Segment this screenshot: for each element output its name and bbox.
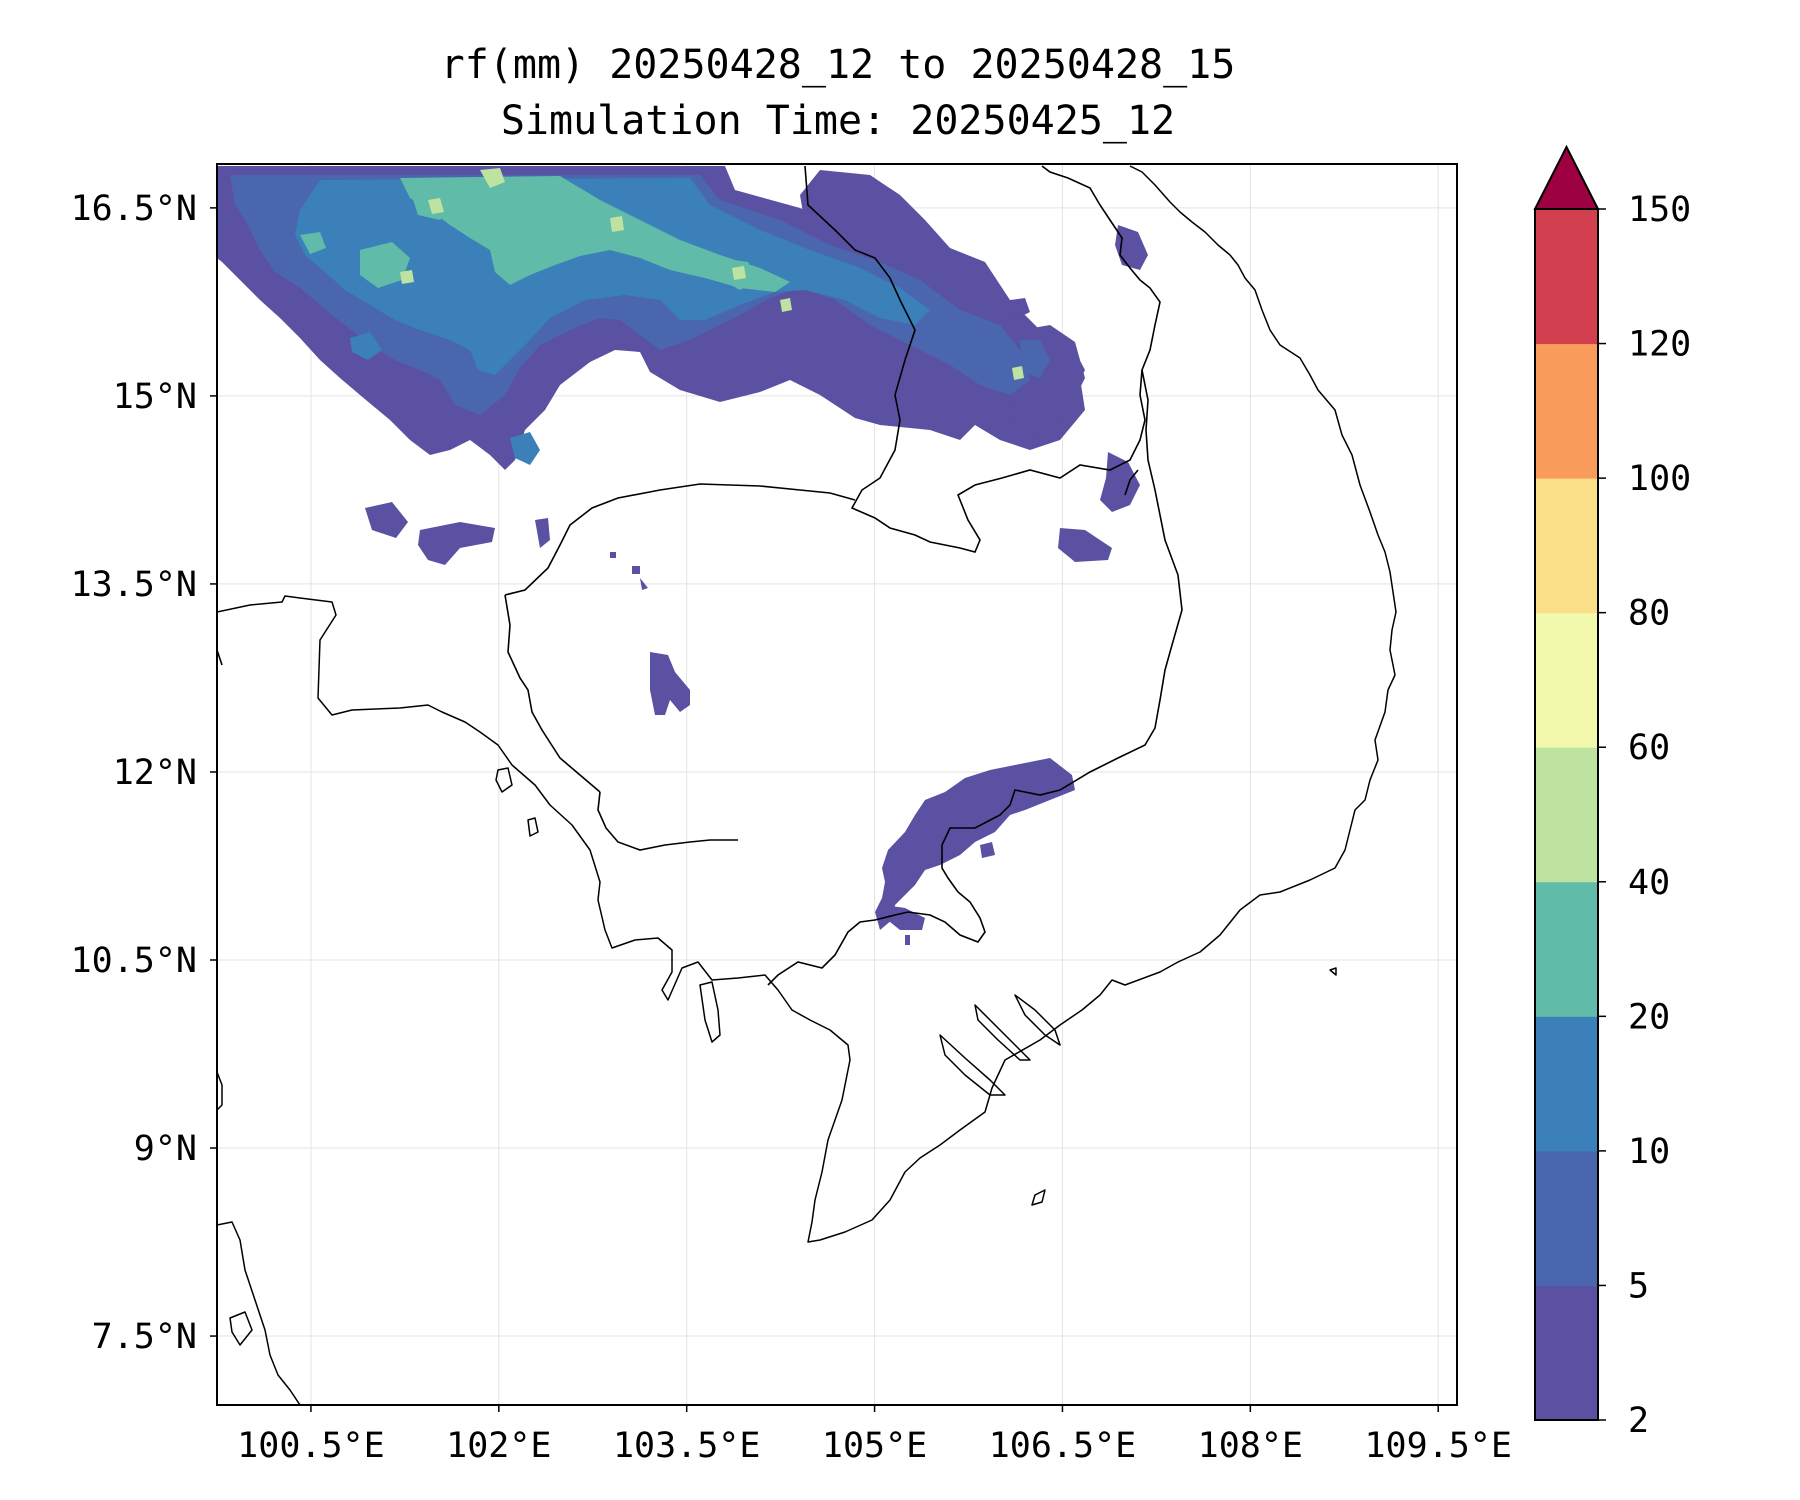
- lon-tick-label: 106.5°E: [989, 1426, 1137, 1466]
- colorbar-segment: [1535, 1150, 1598, 1286]
- colorbar-extend-arrow: [1533, 144, 1600, 210]
- colorbar-segment: [1535, 209, 1598, 345]
- precip-west-cell-1: [365, 502, 408, 538]
- lat-tick-label: 15°N: [113, 377, 197, 417]
- colorbar-segment: [1535, 1016, 1598, 1152]
- lon-tick-label: 103.5°E: [613, 1426, 761, 1466]
- lat-tick-label: 7.5°N: [92, 1317, 197, 1357]
- colorbar-frame: [1534, 208, 1599, 1421]
- colorbar-tick-label: 10: [1628, 1132, 1670, 1172]
- latitude-axis: 16.5°N 15°N 13.5°N 12°N 10.5°N 9°N 7.5°N: [71, 189, 217, 1357]
- colorbar-tick-label: 100: [1628, 459, 1691, 499]
- lon-tick-label: 108°E: [1198, 1426, 1303, 1466]
- coastlines: [217, 165, 1397, 1405]
- precip-east-cell-5: [1058, 528, 1112, 562]
- lat-tick-label: 9°N: [134, 1129, 197, 1169]
- map-area: [216, 163, 1458, 1406]
- precip-central-cambodia-specks: [610, 552, 648, 590]
- precip-south-border-cell: [875, 758, 1075, 930]
- colorbar-segment: [1535, 612, 1598, 748]
- lon-tick-label: 100.5°E: [237, 1426, 385, 1466]
- precip-west-cell-3: [535, 518, 550, 548]
- colorbar-tick-label: 40: [1628, 863, 1670, 903]
- precip-central-cambodia-cell: [650, 652, 690, 715]
- colorbar-segment: [1535, 478, 1598, 614]
- title-line-2: Simulation Time: 20250425_12: [501, 98, 1175, 144]
- lat-tick-label: 10.5°N: [71, 941, 197, 981]
- lat-tick-label: 13.5°N: [71, 565, 197, 605]
- lon-tick-label: 105°E: [822, 1426, 927, 1466]
- colorbar-tick-label: 2: [1628, 1401, 1649, 1441]
- lat-tick-label: 16.5°N: [71, 189, 197, 229]
- lon-tick-label: 102°E: [446, 1426, 551, 1466]
- title-line-1: rf(mm) 20250428_12 to 20250428_15: [441, 42, 1236, 88]
- precip-east-cell-4: [1100, 452, 1140, 512]
- colorbar-tick-label: 20: [1628, 997, 1670, 1037]
- country-borders: [217, 165, 1183, 986]
- colorbar-segment: [1535, 1285, 1598, 1421]
- colorbar-tick-label: 60: [1628, 728, 1670, 768]
- precip-west-cell-2: [418, 522, 495, 565]
- precip-east-cell-3: [1008, 298, 1030, 318]
- colorbar-tick-label: 120: [1628, 325, 1691, 365]
- colorbar: 2 5 10 20 40 60 80 100 120 150: [1533, 144, 1691, 1441]
- map-frame: [216, 163, 1458, 1406]
- colorbar-segment: [1535, 747, 1598, 883]
- longitude-axis: 100.5°E 102°E 103.5°E 105°E 106.5°E 108°E 109.…: [237, 1405, 1512, 1466]
- colorbar-tick-label: 5: [1628, 1266, 1649, 1306]
- lat-tick-label: 12°N: [113, 753, 197, 793]
- colorbar-segment: [1535, 343, 1598, 479]
- colorbar-segment: [1535, 881, 1598, 1017]
- precip-south-border-cell-tail: [885, 842, 995, 945]
- lon-tick-label: 109.5°E: [1364, 1426, 1512, 1466]
- colorbar-tick-label: 150: [1628, 190, 1691, 230]
- colorbar-tick-label: 80: [1628, 594, 1670, 634]
- precip-class-40-60: [400, 168, 1024, 380]
